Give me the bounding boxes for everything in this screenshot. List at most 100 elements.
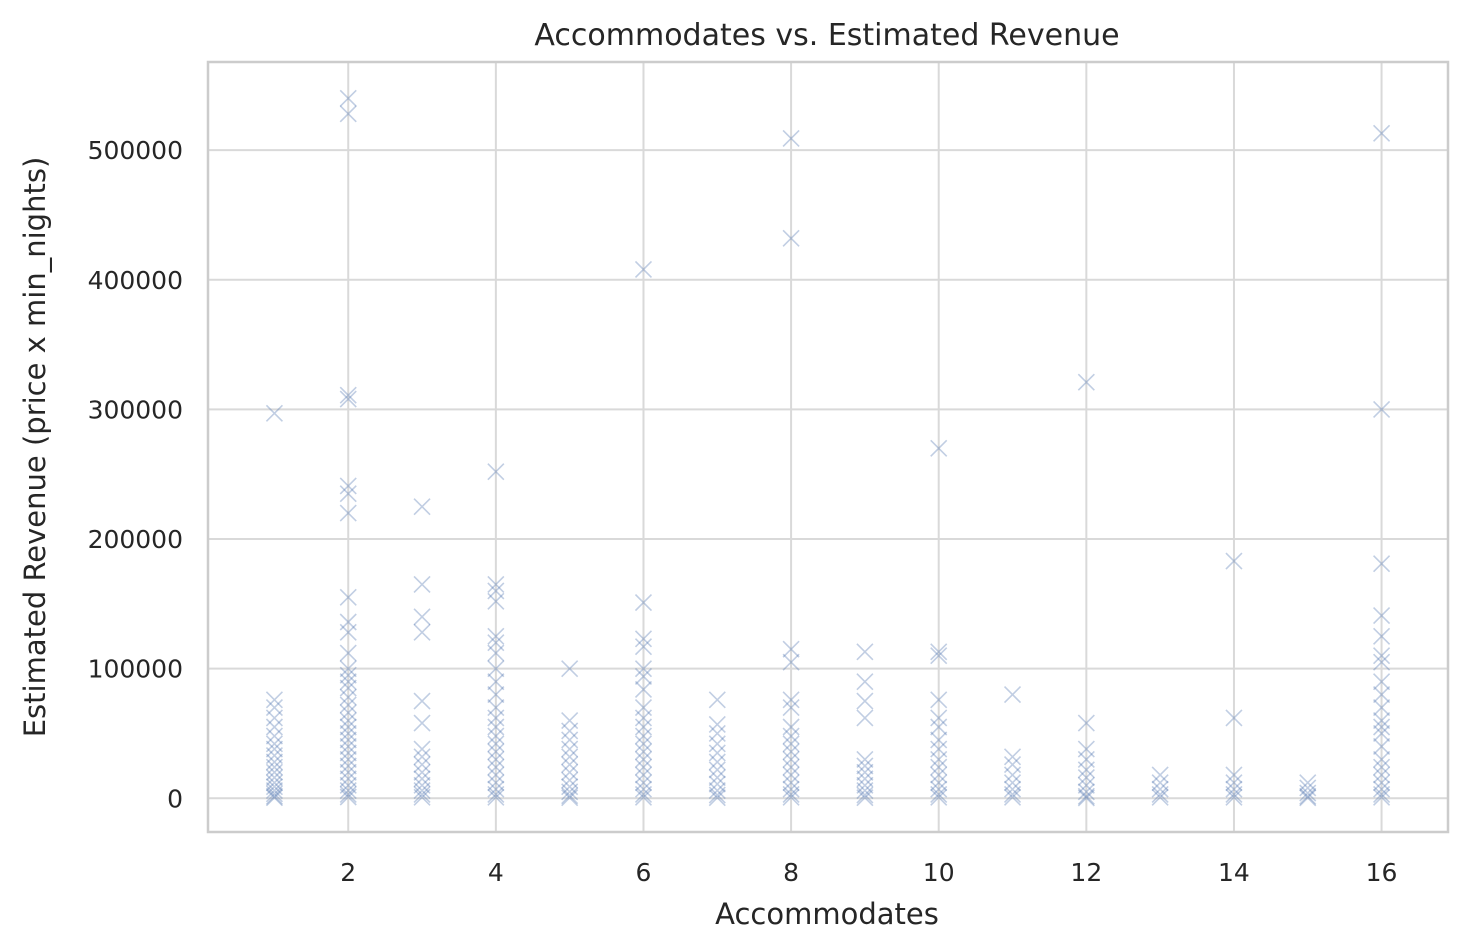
data-point-0-1 <box>265 691 283 709</box>
data-point-0-228 <box>1373 758 1391 776</box>
data-point-0-222 <box>1373 698 1391 717</box>
data-point-0-146 <box>782 766 800 784</box>
data-point-0-12 <box>265 768 283 787</box>
data-point-0-7 <box>265 740 283 758</box>
data-point-0-218 <box>1373 647 1391 665</box>
data-point-0-175 <box>930 780 948 798</box>
data-point-0-210 <box>1299 784 1317 802</box>
data-point-0-216 <box>1373 606 1391 625</box>
data-point-0-101 <box>561 789 579 807</box>
data-point-0-161 <box>856 786 874 804</box>
data-point-0-113 <box>634 735 653 753</box>
data-point-0-34 <box>339 688 357 706</box>
data-point-0-71 <box>487 634 505 652</box>
data-point-0-40 <box>339 731 357 749</box>
data-point-0-30 <box>339 660 357 678</box>
data-point-0-195 <box>1077 789 1095 807</box>
x-tick-label-1: 4 <box>488 858 504 887</box>
data-point-0-207 <box>1225 788 1243 806</box>
data-point-0-168 <box>930 718 948 736</box>
data-point-0-151 <box>856 643 874 661</box>
x-tick-label-6: 14 <box>1218 858 1250 887</box>
data-point-0-91 <box>561 722 579 740</box>
data-point-0-103 <box>634 593 653 612</box>
data-point-0-112 <box>634 727 653 745</box>
data-point-0-155 <box>856 750 874 768</box>
data-point-0-148 <box>782 780 800 798</box>
data-point-0-14 <box>265 778 283 796</box>
x-tick-label-3: 8 <box>783 858 799 887</box>
y-tick-label-2: 200000 <box>88 525 183 554</box>
data-point-0-80 <box>487 735 505 753</box>
y-tick-label-3: 300000 <box>88 395 183 424</box>
data-point-0-5 <box>265 727 283 745</box>
data-point-0-139 <box>782 698 800 717</box>
data-point-0-97 <box>561 771 579 789</box>
data-point-0-199 <box>1151 785 1169 803</box>
data-point-0-221 <box>1373 686 1391 704</box>
data-point-0-185 <box>1003 788 1022 806</box>
data-point-0-54 <box>413 623 431 641</box>
data-point-0-143 <box>782 743 800 761</box>
data-point-0-169 <box>930 731 948 749</box>
data-point-0-79 <box>487 727 505 745</box>
data-point-0-162 <box>856 789 874 807</box>
data-point-0-224 <box>1373 718 1391 736</box>
data-point-0-51 <box>413 498 431 516</box>
chart-title: Accommodates vs. Estimated Revenue <box>534 18 1119 53</box>
data-point-0-94 <box>561 748 579 766</box>
data-point-0-229 <box>1373 766 1391 784</box>
data-point-0-81 <box>487 743 505 761</box>
data-point-0-167 <box>930 709 948 727</box>
data-point-0-157 <box>856 763 874 781</box>
data-point-0-149 <box>782 785 800 803</box>
data-point-0-16 <box>265 785 283 803</box>
data-point-0-100 <box>561 787 579 805</box>
data-point-0-171 <box>930 750 948 768</box>
x-tick-label-7: 16 <box>1366 858 1398 887</box>
data-point-0-117 <box>634 766 653 784</box>
data-point-0-62 <box>413 776 431 794</box>
data-point-0-202 <box>1225 709 1243 727</box>
data-point-0-15 <box>265 781 283 800</box>
data-point-0-186 <box>1077 373 1095 391</box>
data-point-0-68 <box>487 582 505 600</box>
data-point-0-160 <box>856 781 874 800</box>
data-point-0-156 <box>856 757 874 775</box>
data-point-0-108 <box>634 680 653 698</box>
y-tick-label-5: 500000 <box>88 136 183 165</box>
data-point-0-217 <box>1373 627 1391 645</box>
data-point-0-206 <box>1225 785 1243 803</box>
data-point-0-37 <box>339 711 357 730</box>
data-point-0-89 <box>561 660 579 678</box>
data-point-0-135 <box>782 229 800 247</box>
data-point-0-214 <box>1373 400 1391 418</box>
data-point-0-77 <box>487 709 505 727</box>
data-point-0-173 <box>930 766 948 784</box>
data-point-0-153 <box>856 692 874 710</box>
data-point-0-93 <box>561 740 579 758</box>
data-point-0-119 <box>634 780 653 798</box>
data-point-0-92 <box>561 731 579 749</box>
data-point-0-3 <box>265 709 283 727</box>
data-point-0-4 <box>265 718 283 736</box>
data-point-0-72 <box>487 644 505 662</box>
data-point-0-95 <box>561 756 579 774</box>
data-point-0-111 <box>634 718 653 736</box>
data-point-0-178 <box>1003 686 1022 704</box>
data-point-0-130 <box>708 775 726 793</box>
data-point-0-106 <box>634 660 653 678</box>
data-point-0-105 <box>634 638 653 656</box>
data-point-0-38 <box>339 718 357 736</box>
data-point-0-182 <box>1003 774 1022 792</box>
data-point-0-121 <box>634 788 653 806</box>
data-point-0-176 <box>930 785 948 803</box>
data-point-0-166 <box>930 691 948 709</box>
data-point-0-42 <box>339 744 357 762</box>
data-point-0-124 <box>708 724 726 743</box>
data-point-0-127 <box>708 753 726 771</box>
data-point-0-46 <box>339 770 357 788</box>
data-point-0-184 <box>1003 785 1022 803</box>
data-point-0-27 <box>339 613 357 631</box>
